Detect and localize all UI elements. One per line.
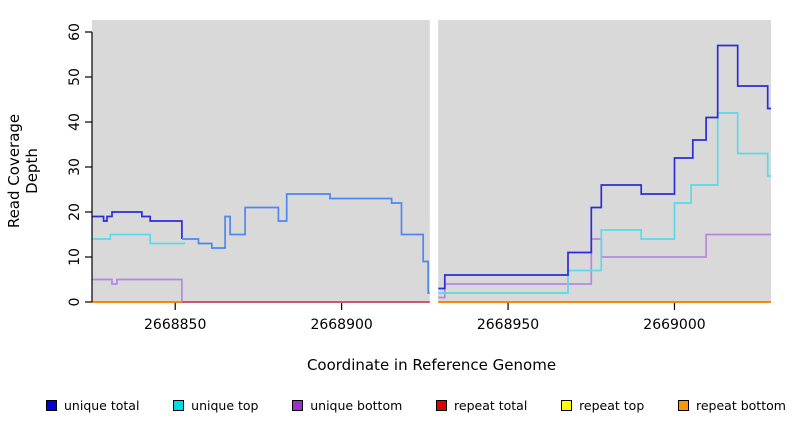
legend-item-unique-top: unique top [173, 398, 258, 413]
legend-item-repeat-top: repeat top [561, 398, 644, 413]
x-axis-title: Coordinate in Reference Genome [306, 356, 557, 374]
x-tick-label: 2668850 [144, 317, 206, 333]
legend-label: repeat top [579, 398, 645, 413]
legend-item-unique-total: unique total [46, 398, 139, 413]
series-unique-total [181, 193, 430, 294]
x-tick-label: 2669000 [643, 317, 705, 333]
y-tick-label: 40 [67, 113, 83, 131]
legend-label: unique top [191, 398, 259, 413]
series-unique-total [438, 44, 771, 290]
series-unique-bottom [438, 233, 771, 299]
y-tick-label: 20 [67, 203, 83, 221]
unique-total-swatch-icon [46, 400, 57, 411]
x-tick-label: 2668950 [477, 317, 539, 333]
repeat-bottom-swatch-icon [678, 400, 689, 411]
legend: unique total unique top unique bottom re… [46, 398, 786, 413]
repeat-top-swatch-icon [561, 400, 573, 411]
series-unique-total [92, 211, 183, 239]
legend-label: repeat bottom [696, 398, 786, 413]
series-unique-bottom [92, 278, 183, 302]
y-tick-label: 30 [67, 158, 83, 176]
legend-item-repeat-total: repeat total [436, 398, 527, 413]
repeat-total-swatch-icon [436, 400, 448, 411]
legend-item-unique-bottom: unique bottom [292, 398, 402, 413]
y-tick-label: 50 [67, 68, 83, 86]
unique-top-swatch-icon [173, 400, 185, 411]
series-unique-top [438, 112, 771, 294]
series-unique-top [92, 233, 186, 245]
unique-bottom-swatch-icon [292, 400, 304, 411]
y-tick-label: 60 [67, 23, 83, 41]
masked-region [429, 20, 439, 303]
x-tick-label: 2668900 [310, 317, 372, 333]
legend-label: unique bottom [310, 398, 403, 413]
legend-item-repeat-bottom: repeat bottom [678, 398, 786, 413]
legend-label: unique total [64, 398, 140, 413]
y-tick-label: 10 [67, 248, 83, 266]
legend-label: repeat total [454, 398, 528, 413]
y-tick-label: 0 [67, 298, 83, 307]
y-axis-title: Read Coverage Depth [5, 113, 41, 229]
